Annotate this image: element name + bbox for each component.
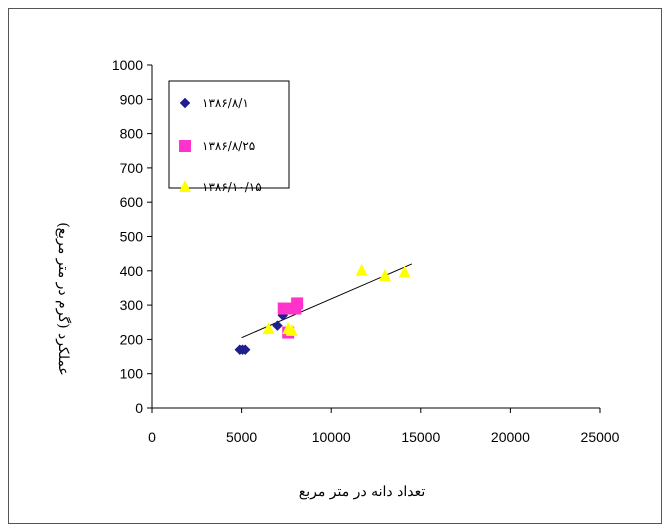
legend-marker-1: [179, 97, 191, 109]
y-tick-label: 700: [120, 160, 144, 176]
y-tick-label: 0: [135, 400, 143, 416]
y-tick-label: 500: [120, 229, 144, 245]
y-tick-label: 200: [120, 331, 144, 347]
y-tick-label: 300: [120, 297, 144, 313]
axes: [147, 64, 601, 413]
data-point-series-3: [355, 263, 368, 276]
y-axis-label: عملکرد (گرم در متر مربع): [55, 222, 72, 376]
x-tick-label: 20000: [491, 429, 530, 445]
legend-label-2: ۱۳۸۶/۸/۲۵: [202, 139, 255, 153]
y-tick-label: 1000: [112, 57, 143, 73]
y-tick-label: 900: [120, 91, 144, 107]
y-tick-label: 100: [120, 366, 144, 382]
x-tick-label: 5000: [226, 429, 257, 445]
legend-box: [168, 80, 290, 189]
data-point-series-1: [239, 344, 251, 356]
data-point-series-3: [378, 268, 391, 281]
x-tick-label: 25000: [581, 429, 620, 445]
data-point-series-3: [262, 322, 275, 335]
x-tick-label: 0: [148, 429, 156, 445]
data-point-series-2: [277, 302, 290, 315]
y-tick-label: 800: [120, 126, 144, 142]
y-tick-label: 400: [120, 263, 144, 279]
legend-marker-3: [179, 180, 191, 192]
legend-marker-2: [179, 140, 191, 152]
y-tick-label: 600: [120, 194, 144, 210]
x-axis-label: تعداد دانه در متر مربع: [299, 484, 426, 500]
data-point-series-1: [272, 320, 283, 332]
x-tick-label: 15000: [401, 429, 440, 445]
x-tick-label: 10000: [312, 429, 351, 445]
data-point-series-3: [398, 265, 411, 278]
data-point-series-2: [291, 297, 304, 310]
data-point-series-3: [285, 323, 298, 336]
legend-label-1: ۱۳۸۶/۸/۱: [202, 96, 249, 110]
legend-label-3: ۱۳۸۶/۱۰/۱۵: [202, 180, 262, 194]
data-points: [234, 263, 411, 356]
legend: ۱۳۸۶/۸/۱ ۱۳۸۶/۸/۲۵ ۱۳۸۶/۱۰/۱۵: [168, 80, 290, 194]
chart-frame: 0 100 200 300 400 500 600 700 800 900 1000 0 5000 100…: [8, 8, 662, 524]
